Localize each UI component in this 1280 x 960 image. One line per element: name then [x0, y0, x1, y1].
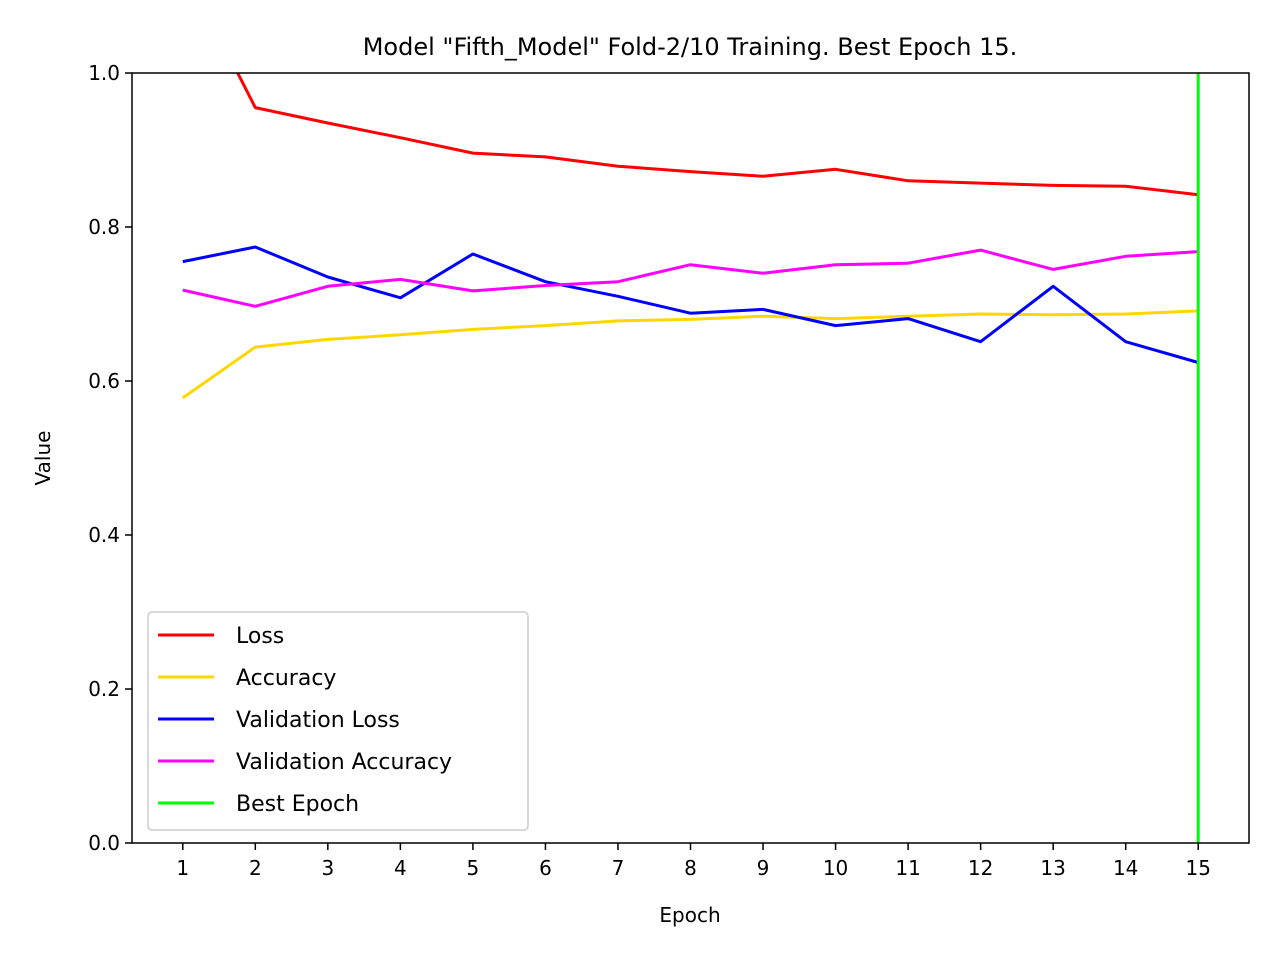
x-tick-label: 15	[1186, 856, 1211, 880]
y-axis: 0.0 0.2 0.4 0.6 0.8 1.0	[88, 61, 132, 855]
chart-title: Model "Fifth_Model" Fold-2/10 Training. …	[363, 33, 1018, 61]
legend-label: Validation Accuracy	[236, 750, 452, 775]
x-tick-label: 14	[1113, 856, 1138, 880]
x-tick-label: 9	[757, 856, 770, 880]
x-tick-label: 1	[176, 856, 189, 880]
y-tick-label: 0.8	[88, 215, 120, 239]
x-tick-label: 5	[467, 856, 480, 880]
x-tick-label: 4	[394, 856, 407, 880]
legend-label: Accuracy	[236, 666, 336, 691]
x-tick-label: 12	[968, 856, 993, 880]
x-tick-label: 8	[684, 856, 697, 880]
x-tick-label: 13	[1040, 856, 1065, 880]
legend-box	[147, 611, 529, 831]
x-tick-label: 2	[249, 856, 262, 880]
y-tick-label: 0.0	[88, 831, 120, 855]
legend-label: Validation Loss	[236, 708, 400, 733]
x-tick-label: 7	[612, 856, 625, 880]
x-axis: 1 2 3 4 5 6 7 8 9 10 11 12 13 14 15	[176, 843, 1211, 880]
legend-label: Best Epoch	[236, 792, 359, 817]
x-axis-label: Epoch	[659, 903, 720, 927]
plot-series-area	[181, 73, 1200, 843]
y-tick-label: 0.4	[88, 523, 120, 547]
series-line-accuracy	[181, 309, 1199, 400]
x-tick-label: 3	[321, 856, 334, 880]
x-tick-label: 6	[539, 856, 552, 880]
x-tick-label: 10	[823, 856, 848, 880]
series-line-loss	[236, 73, 1199, 197]
y-tick-label: 0.2	[88, 677, 120, 701]
x-tick-label: 11	[895, 856, 920, 880]
y-axis-label: Value	[31, 431, 55, 486]
legend-label: Loss	[236, 624, 284, 649]
y-tick-label: 0.6	[88, 369, 120, 393]
y-tick-label: 1.0	[88, 61, 120, 85]
series-line-validation-accuracy	[182, 248, 1199, 308]
legend: Loss Accuracy Validation Loss Validation Ac…	[147, 611, 529, 831]
